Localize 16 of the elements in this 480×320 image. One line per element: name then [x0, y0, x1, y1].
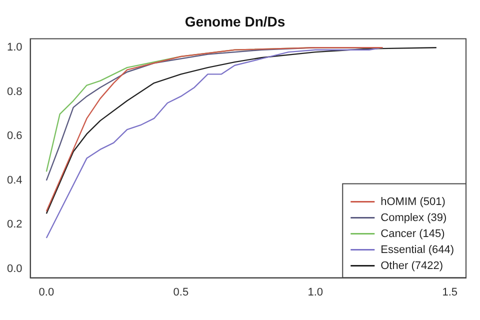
- legend-label: Essential (644): [380, 244, 454, 256]
- y-tick-label: 0.0: [6, 262, 22, 275]
- y-tick-label: 0.8: [6, 86, 22, 98]
- x-tick-label: 1.5: [442, 286, 458, 298]
- x-tick-label: 0.0: [38, 286, 54, 298]
- chart-title: Genome Dn/Ds: [184, 13, 286, 30]
- x-tick-label: 0.5: [173, 286, 189, 298]
- y-tick-label: 0.4: [6, 174, 22, 186]
- legend-label: Complex (39): [380, 212, 447, 224]
- y-tick-label: 0.2: [6, 218, 22, 231]
- legend-label: hOMIM (501): [380, 196, 446, 208]
- y-tick-label: 1.0: [6, 42, 22, 54]
- legend-label: Other (7422): [380, 260, 444, 272]
- y-tick-label: 0.6: [6, 130, 22, 142]
- x-tick-label: 1.0: [308, 286, 324, 298]
- legend-label: Cancer (145): [380, 228, 445, 240]
